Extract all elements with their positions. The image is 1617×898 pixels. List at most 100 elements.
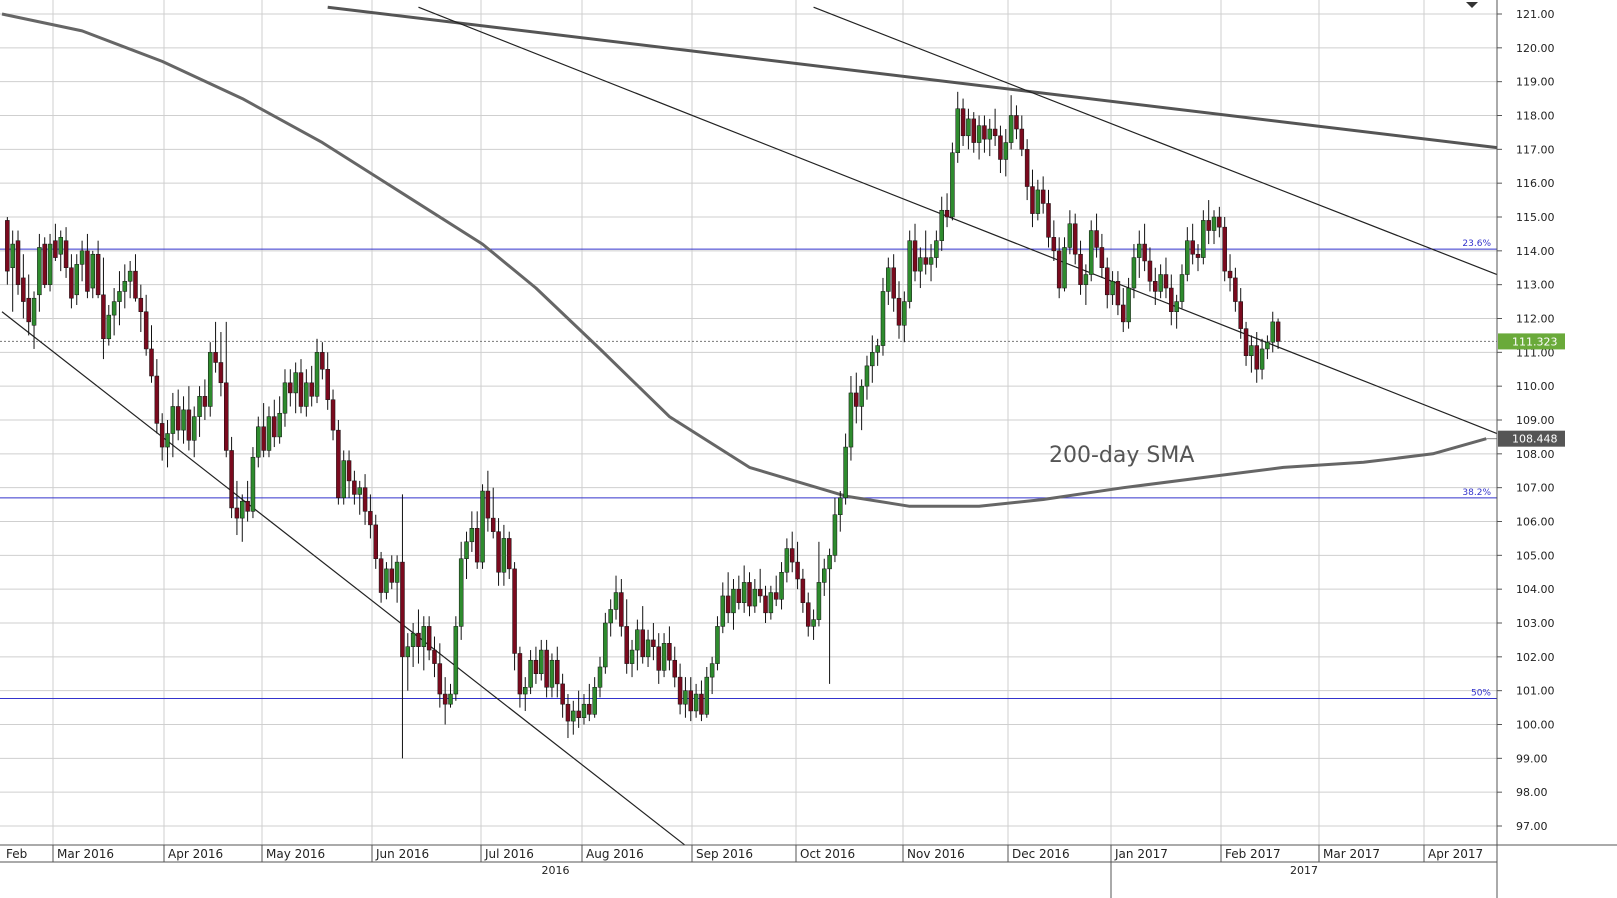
candle[interactable] [464, 531, 469, 580]
candle[interactable] [603, 612, 608, 674]
candle[interactable] [357, 480, 362, 515]
candle[interactable] [555, 646, 560, 698]
candle[interactable] [805, 592, 811, 637]
candle[interactable] [53, 223, 58, 261]
candle[interactable] [186, 386, 192, 451]
candle[interactable] [341, 450, 346, 505]
candle[interactable] [277, 396, 282, 444]
candle[interactable] [1088, 220, 1094, 282]
candle[interactable] [1195, 244, 1201, 272]
candle[interactable] [309, 365, 314, 407]
candle[interactable] [597, 656, 603, 698]
candle[interactable] [891, 254, 896, 312]
candle[interactable] [458, 541, 464, 640]
candle[interactable] [998, 125, 1003, 174]
candle[interactable] [442, 677, 448, 725]
candle[interactable] [1072, 213, 1078, 265]
candle[interactable] [79, 240, 85, 282]
candle[interactable] [789, 531, 795, 573]
candle[interactable] [1008, 95, 1014, 150]
candle[interactable] [384, 562, 389, 600]
candle[interactable] [405, 633, 411, 691]
candle[interactable] [197, 386, 202, 437]
candle[interactable] [523, 677, 528, 711]
candle[interactable] [143, 294, 149, 356]
candle[interactable] [816, 541, 822, 627]
candle[interactable] [854, 372, 859, 424]
candle[interactable] [736, 575, 742, 610]
candle[interactable] [69, 254, 74, 309]
candle[interactable] [304, 369, 309, 417]
candle[interactable] [426, 616, 432, 661]
candle[interactable] [474, 511, 480, 569]
candle[interactable] [784, 538, 790, 583]
candle[interactable] [74, 254, 79, 305]
candle[interactable] [517, 646, 523, 708]
candle[interactable] [1249, 335, 1254, 373]
candle[interactable] [960, 98, 966, 146]
candle[interactable] [731, 579, 736, 630]
candle[interactable] [667, 626, 672, 671]
candle[interactable] [352, 470, 357, 505]
candle[interactable] [1174, 294, 1179, 329]
candle[interactable] [5, 217, 10, 285]
candle[interactable] [779, 562, 784, 610]
candle[interactable] [843, 433, 848, 505]
candle[interactable] [448, 683, 453, 708]
candle[interactable] [1040, 176, 1046, 214]
candle[interactable] [928, 244, 934, 282]
candle[interactable] [859, 379, 864, 431]
candle[interactable] [165, 420, 170, 468]
candle[interactable] [875, 338, 880, 366]
candle[interactable] [15, 230, 21, 295]
candle[interactable] [133, 254, 138, 302]
candle[interactable] [645, 629, 651, 667]
candle[interactable] [624, 599, 629, 674]
candle[interactable] [1067, 210, 1073, 255]
candle[interactable] [966, 108, 971, 150]
candle[interactable] [288, 369, 293, 407]
candle[interactable] [661, 633, 667, 678]
candle[interactable] [672, 646, 677, 688]
candle[interactable] [720, 582, 726, 634]
candle[interactable] [1190, 223, 1195, 265]
candle[interactable] [42, 237, 47, 289]
candle[interactable] [848, 376, 854, 461]
candle[interactable] [944, 193, 950, 228]
candle[interactable] [320, 342, 325, 380]
candle[interactable] [693, 683, 699, 718]
candle[interactable] [90, 250, 96, 299]
candle[interactable] [768, 585, 774, 620]
candle[interactable] [21, 254, 26, 319]
candle[interactable] [1158, 264, 1163, 299]
candle[interactable] [47, 233, 53, 292]
candle[interactable] [202, 379, 208, 420]
candle[interactable] [1115, 271, 1121, 316]
candle[interactable] [218, 332, 224, 397]
candle[interactable] [560, 673, 565, 718]
candle[interactable] [437, 643, 443, 708]
candle[interactable] [10, 230, 15, 312]
candle[interactable] [886, 257, 891, 305]
candle[interactable] [629, 639, 635, 678]
candle[interactable] [747, 572, 752, 617]
candle[interactable] [101, 257, 106, 360]
candle[interactable] [1185, 227, 1190, 282]
candle[interactable] [373, 514, 378, 569]
candle[interactable] [224, 321, 229, 458]
candle[interactable] [261, 403, 266, 458]
candle[interactable] [1169, 274, 1174, 326]
candle[interactable] [1254, 332, 1259, 383]
candle[interactable] [149, 325, 154, 383]
candle[interactable] [640, 606, 645, 664]
candle[interactable] [362, 474, 368, 525]
candle[interactable] [63, 227, 69, 278]
candle[interactable] [485, 470, 491, 532]
candle[interactable] [934, 230, 939, 268]
candle[interactable] [501, 524, 507, 586]
candle[interactable] [1147, 247, 1153, 292]
candle[interactable] [1121, 288, 1126, 333]
candle[interactable] [1030, 169, 1035, 228]
